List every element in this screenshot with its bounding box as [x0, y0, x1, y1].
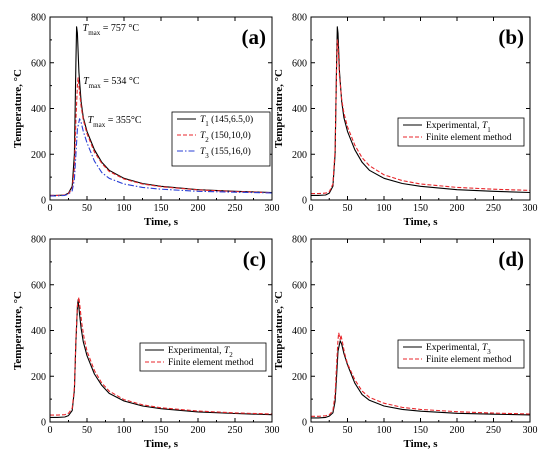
y-tick-label: 0 [41, 418, 46, 429]
legend-box [171, 111, 271, 167]
chart-panel-d: 0 50 100 150 200 250 300 0 200 400 600 800 Time, s Te… [273, 235, 538, 451]
peak-annotation: Tmax = 534 °C [83, 76, 140, 90]
x-tick-label: 50 [82, 203, 92, 214]
panel-label: (d) [498, 247, 524, 271]
x-tick-label: 300 [265, 203, 280, 214]
x-tick-label: 100 [117, 425, 132, 436]
plot-frame [310, 238, 531, 423]
y-tick-label: 600 [292, 280, 307, 291]
x-tick-label: 200 [450, 425, 465, 436]
y-tick-label: 0 [41, 196, 46, 207]
y-tick-label: 600 [292, 58, 307, 69]
y-axis-label: Temperature, °C [273, 291, 285, 370]
chart-panel-b: 0 50 100 150 200 250 300 0 200 400 600 800 Time, s Te… [273, 13, 538, 229]
y-tick-label: 200 [31, 150, 46, 161]
y-tick-label: 400 [31, 326, 46, 337]
plot-frame [310, 16, 531, 201]
y-tick-label: 400 [31, 104, 46, 115]
x-tick-label: 50 [343, 425, 353, 436]
legend-label-2: Finite element method [426, 355, 512, 365]
x-tick-label: 150 [413, 425, 428, 436]
x-tick-label: 100 [117, 203, 132, 214]
x-tick-label: 0 [48, 203, 53, 214]
legend: T1 (145,6.5,0) T2 (150,10,0) T3 (155,16,0) [171, 111, 271, 167]
x-tick-label: 0 [309, 203, 314, 214]
y-tick-label: 800 [292, 235, 307, 246]
legend-label-2: T2 (150,10,0) [200, 130, 251, 144]
x-tick-label: 150 [154, 425, 169, 436]
panel-label: (a) [242, 25, 267, 49]
legend-box [397, 339, 525, 369]
peak-annotation: Tmax = 355°C [88, 115, 142, 129]
y-axis-label: Temperature, °C [12, 291, 24, 370]
x-tick-label: 150 [154, 203, 169, 214]
legend-label-1: Experimental, T1 [426, 121, 491, 134]
legend-box [139, 342, 267, 372]
y-tick-label: 800 [292, 13, 307, 24]
y-tick-label: 600 [31, 280, 46, 291]
series-line-1 [50, 299, 273, 418]
series-line-3 [50, 118, 273, 197]
x-tick-label: 250 [486, 203, 501, 214]
x-tick-label: 250 [228, 203, 243, 214]
legend-label-1: Experimental, T2 [168, 346, 233, 359]
x-tick-label: 250 [228, 425, 243, 436]
x-axis-label: Time, s [144, 438, 179, 450]
legend-label-3: T3 (155,16,0) [200, 146, 251, 160]
y-tick-label: 400 [292, 326, 307, 337]
y-tick-label: 800 [31, 235, 46, 246]
x-tick-label: 300 [523, 425, 538, 436]
chart-panel-c: 0 50 100 150 200 250 300 0 200 400 600 800 Time, s Te… [12, 235, 280, 451]
x-tick-label: 250 [486, 425, 501, 436]
chart-panel-a: 0 50 100 150 200 250 300 0 200 400 600 800 Time, s Te… [12, 13, 280, 229]
series-line-1 [311, 340, 531, 419]
y-tick-label: 0 [302, 196, 307, 207]
x-tick-label: 300 [265, 425, 280, 436]
x-tick-label: 50 [343, 203, 353, 214]
x-tick-label: 0 [48, 425, 53, 436]
x-tick-label: 100 [377, 203, 392, 214]
y-axis-label: Temperature, °C [273, 69, 285, 148]
x-tick-label: 200 [191, 425, 206, 436]
x-tick-label: 150 [413, 203, 428, 214]
y-tick-label: 800 [31, 13, 46, 24]
x-axis-label: Time, s [403, 438, 438, 450]
series-line-1 [50, 26, 273, 196]
panel-label: (c) [243, 247, 266, 271]
legend-box [397, 117, 525, 147]
y-tick-label: 200 [292, 372, 307, 383]
x-tick-label: 300 [523, 203, 538, 214]
legend-label-2: Finite element method [168, 358, 254, 368]
x-tick-label: 200 [450, 203, 465, 214]
y-axis-label: Temperature, °C [12, 69, 24, 148]
y-tick-label: 200 [292, 150, 307, 161]
series-line-2 [311, 332, 531, 417]
series-line-2 [50, 296, 273, 416]
x-tick-label: 50 [82, 425, 92, 436]
legend-label-1: T1 (145,6.5,0) [200, 114, 253, 128]
y-tick-label: 0 [302, 418, 307, 429]
y-tick-label: 400 [292, 104, 307, 115]
x-tick-label: 100 [377, 425, 392, 436]
x-tick-label: 0 [309, 425, 314, 436]
series-line-2 [311, 39, 531, 195]
x-axis-label: Time, s [403, 216, 438, 228]
plot-frame [49, 16, 273, 201]
series-line-2 [50, 77, 273, 196]
y-tick-label: 200 [31, 372, 46, 383]
peak-annotation: Tmax = 757 °C [83, 23, 140, 37]
y-tick-label: 600 [31, 58, 46, 69]
x-axis-label: Time, s [144, 216, 179, 228]
legend-label-2: Finite element method [426, 133, 512, 143]
legend-label-1: Experimental, T3 [426, 343, 491, 356]
panel-label: (b) [498, 25, 524, 49]
x-tick-label: 200 [191, 203, 206, 214]
